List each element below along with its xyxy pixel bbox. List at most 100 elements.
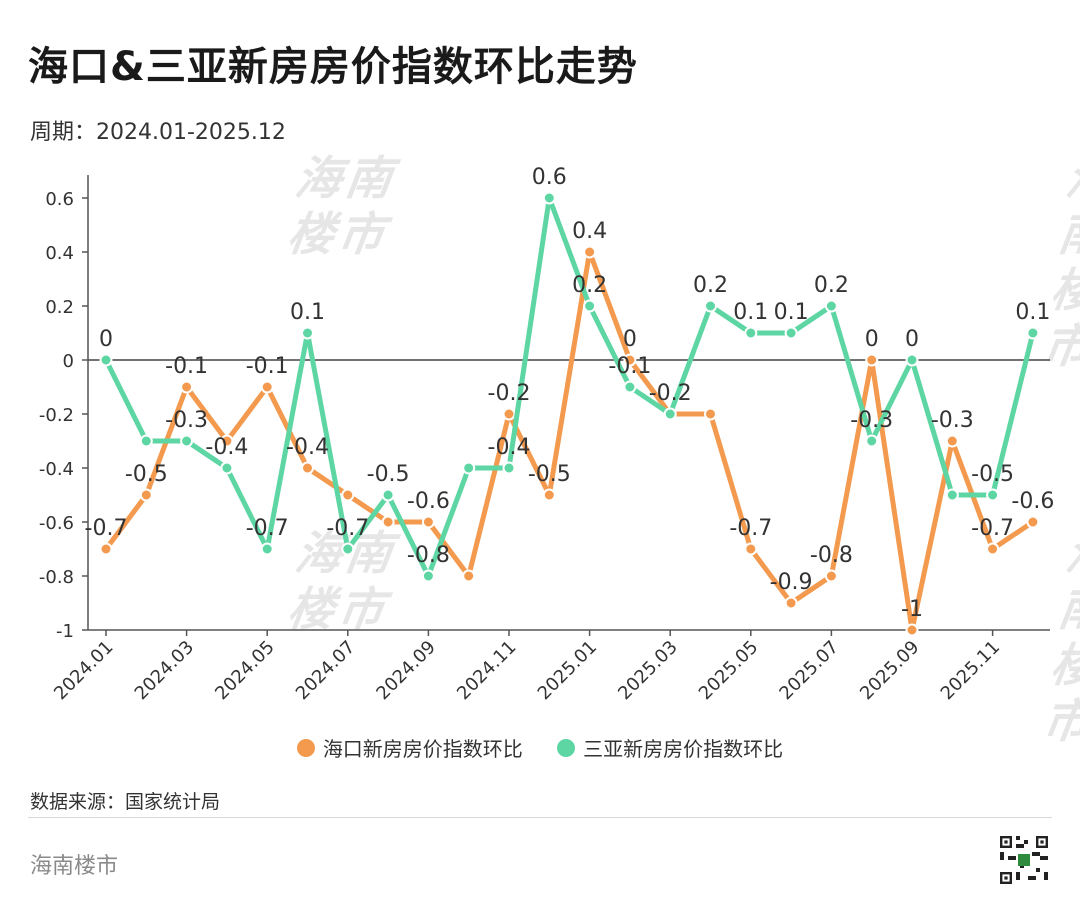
data-point-haikou bbox=[744, 542, 758, 556]
data-label-haikou: 0.4 bbox=[572, 219, 607, 244]
x-tick-label: 2024.05 bbox=[211, 637, 278, 704]
data-label-sanya: -0.5 bbox=[971, 462, 1014, 487]
data-point-haikou bbox=[260, 380, 274, 394]
x-tick-label: 2025.05 bbox=[695, 637, 762, 704]
data-point-haikou bbox=[824, 569, 838, 583]
data-point-haikou bbox=[139, 488, 153, 502]
data-label-sanya: 0.1 bbox=[290, 300, 325, 325]
data-point-sanya bbox=[260, 542, 274, 556]
data-label-sanya: 0.2 bbox=[693, 273, 728, 298]
data-point-haikou bbox=[623, 353, 637, 367]
data-point-sanya bbox=[1026, 326, 1040, 340]
legend-item-haikou[interactable]: 海口新房房价指数环比 bbox=[296, 733, 523, 762]
legend-label-sanya: 三亚新房房价指数环比 bbox=[583, 737, 784, 761]
data-point-sanya bbox=[583, 299, 597, 313]
data-label-haikou: -0.2 bbox=[488, 381, 531, 406]
data-point-haikou bbox=[704, 407, 717, 421]
data-point-haikou bbox=[905, 623, 919, 637]
data-label-haikou: -0.5 bbox=[125, 462, 168, 487]
legend-label-haikou: 海口新房房价指数环比 bbox=[322, 737, 523, 761]
data-label-haikou: -0.6 bbox=[407, 489, 450, 514]
x-tick-label: 2025.03 bbox=[614, 637, 681, 704]
data-point-sanya bbox=[99, 353, 113, 367]
data-label-haikou: -0.7 bbox=[729, 516, 772, 541]
data-label-sanya: -0.3 bbox=[850, 408, 893, 433]
data-label-sanya: -0.1 bbox=[608, 354, 651, 379]
data-point-sanya bbox=[421, 569, 435, 583]
data-point-sanya bbox=[139, 434, 153, 448]
data-point-sanya bbox=[945, 488, 959, 502]
data-label-sanya: 0 bbox=[99, 327, 113, 352]
x-tick-label: 2025.01 bbox=[534, 637, 601, 704]
data-label-sanya: 0.1 bbox=[1015, 300, 1050, 325]
data-point-sanya bbox=[180, 434, 194, 448]
data-point-sanya bbox=[704, 299, 717, 313]
data-label-haikou: -0.7 bbox=[85, 516, 128, 541]
x-tick-label: 2025.11 bbox=[937, 637, 1004, 704]
data-label-haikou: -0.1 bbox=[165, 354, 208, 379]
data-point-sanya bbox=[663, 407, 677, 421]
data-point-haikou bbox=[99, 542, 113, 556]
data-point-haikou bbox=[1026, 515, 1040, 529]
data-label-sanya: -0.7 bbox=[246, 516, 289, 541]
y-tick-label: -0.8 bbox=[39, 567, 74, 588]
data-label-haikou: -0.9 bbox=[770, 570, 813, 595]
data-point-sanya bbox=[381, 488, 395, 502]
legend-item-sanya[interactable]: 三亚新房房价指数环比 bbox=[557, 733, 783, 762]
data-label-sanya: -0.4 bbox=[488, 435, 531, 460]
data-label-haikou: -0.8 bbox=[810, 543, 853, 568]
data-label-sanya: 0.6 bbox=[532, 165, 567, 190]
x-tick-label: 2024.11 bbox=[453, 637, 520, 704]
data-point-sanya bbox=[986, 488, 1000, 502]
data-point-sanya bbox=[784, 326, 798, 340]
data-point-sanya bbox=[744, 326, 758, 340]
data-label-sanya: -0.8 bbox=[407, 543, 450, 568]
data-label-sanya: 0.2 bbox=[814, 273, 849, 298]
data-label-sanya: -0.2 bbox=[649, 381, 692, 406]
data-point-sanya bbox=[824, 299, 838, 313]
y-tick-label: -0.6 bbox=[39, 513, 74, 534]
x-tick-label: 2024.07 bbox=[292, 637, 359, 704]
data-point-haikou bbox=[784, 596, 798, 610]
data-label-sanya: 0.1 bbox=[733, 300, 768, 325]
x-tick-label: 2024.01 bbox=[50, 637, 117, 704]
data-label-sanya: 0.2 bbox=[572, 273, 607, 298]
data-label-haikou: -0.7 bbox=[971, 516, 1014, 541]
period-label: 周期：2024.01-2025.12 bbox=[30, 120, 286, 145]
data-source: 数据来源：国家统计局 bbox=[30, 791, 221, 813]
x-tick-label: 2025.07 bbox=[775, 637, 842, 704]
x-tick-label: 2024.09 bbox=[372, 637, 439, 704]
data-label-haikou: -0.1 bbox=[246, 354, 289, 379]
qr-code-icon[interactable] bbox=[1000, 836, 1048, 884]
brand-name: 海南楼市 bbox=[30, 854, 119, 879]
data-point-sanya bbox=[542, 191, 556, 205]
data-label-haikou: -0.3 bbox=[931, 408, 974, 433]
data-label-haikou: -0.5 bbox=[528, 462, 571, 487]
data-point-haikou bbox=[583, 245, 597, 259]
data-point-sanya bbox=[341, 542, 355, 556]
data-label-sanya: -0.4 bbox=[205, 435, 248, 460]
series-line-haikou bbox=[103, 249, 1036, 633]
data-point-sanya bbox=[301, 326, 314, 340]
y-tick-label: 0.4 bbox=[45, 243, 74, 264]
data-point-haikou bbox=[381, 515, 395, 529]
data-label-haikou: -0.4 bbox=[286, 435, 329, 460]
data-label-haikou: 0 bbox=[623, 327, 637, 352]
legend-marker-haikou bbox=[296, 738, 315, 757]
data-point-haikou bbox=[502, 407, 516, 421]
data-point-sanya bbox=[220, 461, 234, 475]
data-point-haikou bbox=[341, 488, 355, 502]
data-point-haikou bbox=[220, 434, 234, 448]
data-point-sanya bbox=[865, 434, 879, 448]
data-label-sanya: 0.1 bbox=[774, 300, 809, 325]
data-point-haikou bbox=[945, 434, 959, 448]
x-tick-label: 2025.09 bbox=[856, 637, 923, 704]
data-label-sanya: -0.3 bbox=[165, 408, 208, 433]
data-label-sanya: -0.5 bbox=[367, 462, 410, 487]
y-tick-label: 0 bbox=[63, 351, 74, 372]
data-point-sanya bbox=[462, 461, 476, 475]
data-label-haikou: -0.6 bbox=[1011, 489, 1054, 514]
data-point-haikou bbox=[421, 515, 435, 529]
chart-title: 海口&三亚新房房价指数环比走势 bbox=[28, 44, 638, 90]
